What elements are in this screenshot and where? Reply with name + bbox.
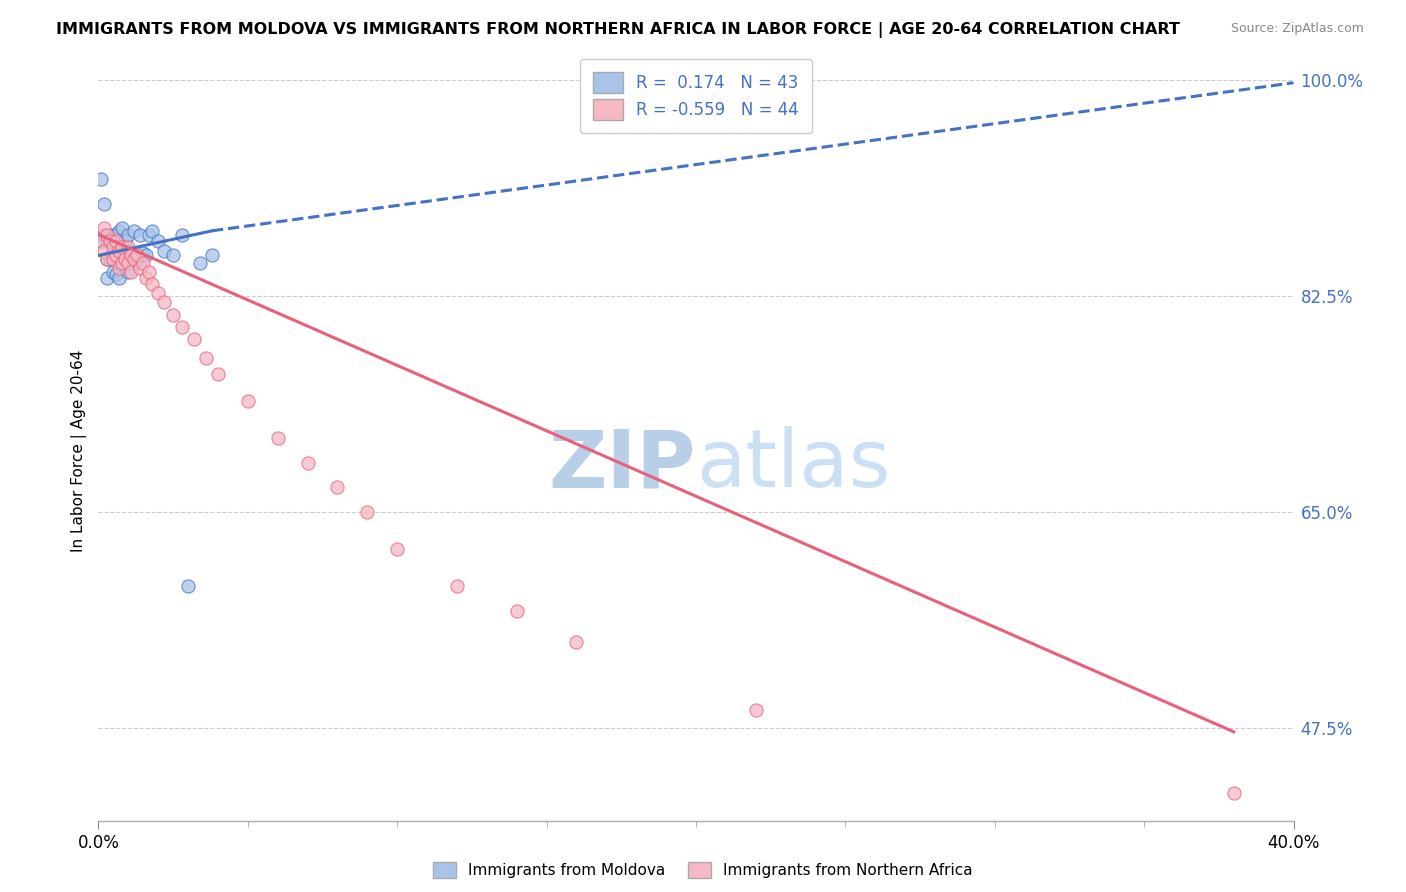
Point	[103, 240, 125, 254]
Point	[96, 252, 118, 267]
Point	[506, 604, 529, 618]
Text: IMMIGRANTS FROM MOLDOVA VS IMMIGRANTS FROM NORTHERN AFRICA IN LABOR FORCE | AGE : IMMIGRANTS FROM MOLDOVA VS IMMIGRANTS FR…	[56, 22, 1180, 38]
Point	[135, 270, 157, 285]
Point	[96, 227, 118, 242]
Point	[114, 252, 136, 267]
Point	[565, 634, 588, 648]
Point	[124, 256, 146, 270]
Point	[93, 221, 115, 235]
Point	[267, 431, 290, 445]
Point	[207, 367, 229, 381]
Point	[124, 252, 146, 267]
Point	[108, 270, 131, 285]
Point	[124, 224, 146, 238]
Point	[98, 234, 122, 248]
Point	[162, 248, 184, 262]
Point	[153, 244, 176, 258]
Point	[201, 248, 224, 262]
Text: atlas: atlas	[696, 426, 890, 504]
Point	[1223, 787, 1246, 801]
Point	[108, 224, 131, 238]
Point	[120, 264, 142, 278]
Point	[96, 252, 118, 267]
Point	[129, 260, 152, 275]
Point	[117, 264, 139, 278]
Point	[132, 256, 155, 270]
Point	[138, 264, 160, 278]
Point	[108, 244, 131, 258]
Point	[103, 246, 125, 260]
Point	[745, 703, 768, 717]
Point	[105, 248, 128, 262]
Point	[111, 240, 134, 254]
Point	[103, 252, 125, 267]
Point	[138, 227, 160, 242]
Point	[98, 234, 122, 248]
Point	[188, 256, 211, 270]
Point	[195, 351, 218, 365]
Legend: Immigrants from Moldova, Immigrants from Northern Africa: Immigrants from Moldova, Immigrants from…	[427, 856, 979, 884]
Point	[172, 320, 194, 334]
Point	[183, 332, 205, 346]
Point	[93, 196, 115, 211]
Y-axis label: In Labor Force | Age 20-64: In Labor Force | Age 20-64	[72, 350, 87, 551]
Point	[93, 227, 115, 242]
Point	[117, 244, 139, 258]
Point	[127, 252, 149, 267]
Point	[105, 240, 128, 254]
Point	[162, 308, 184, 322]
Point	[105, 267, 128, 281]
Point	[385, 542, 409, 557]
Text: Source: ZipAtlas.com: Source: ZipAtlas.com	[1230, 22, 1364, 36]
Point	[108, 260, 131, 275]
Point	[135, 248, 157, 262]
Point	[96, 270, 118, 285]
Point	[103, 227, 125, 242]
Text: ZIP: ZIP	[548, 426, 696, 504]
Point	[141, 224, 163, 238]
Point	[127, 248, 149, 262]
Point	[105, 234, 128, 248]
Point	[114, 234, 136, 248]
Point	[129, 227, 152, 242]
Point	[111, 259, 134, 273]
Point	[446, 579, 468, 593]
Point	[117, 227, 139, 242]
Point	[105, 248, 128, 262]
Point	[96, 234, 118, 248]
Point	[108, 240, 131, 254]
Point	[177, 579, 200, 593]
Point	[98, 252, 122, 267]
Point	[90, 172, 112, 186]
Point	[114, 259, 136, 273]
Point	[117, 256, 139, 270]
Point	[93, 244, 115, 258]
Point	[90, 234, 112, 248]
Point	[326, 480, 349, 494]
Point	[148, 285, 170, 300]
Point	[297, 456, 319, 470]
Point	[90, 234, 112, 248]
Point	[120, 246, 142, 260]
Point	[132, 246, 155, 260]
Point	[108, 256, 131, 270]
Point	[356, 505, 378, 519]
Point	[111, 221, 134, 235]
Point	[141, 277, 163, 291]
Point	[236, 394, 259, 409]
Point	[103, 264, 125, 278]
Point	[172, 227, 194, 242]
Point	[120, 248, 142, 262]
Legend: R =  0.174   N = 43, R = -0.559   N = 44: R = 0.174 N = 43, R = -0.559 N = 44	[579, 59, 813, 133]
Point	[148, 234, 170, 248]
Point	[111, 256, 134, 270]
Point	[117, 240, 139, 254]
Point	[105, 227, 128, 242]
Point	[153, 295, 176, 310]
